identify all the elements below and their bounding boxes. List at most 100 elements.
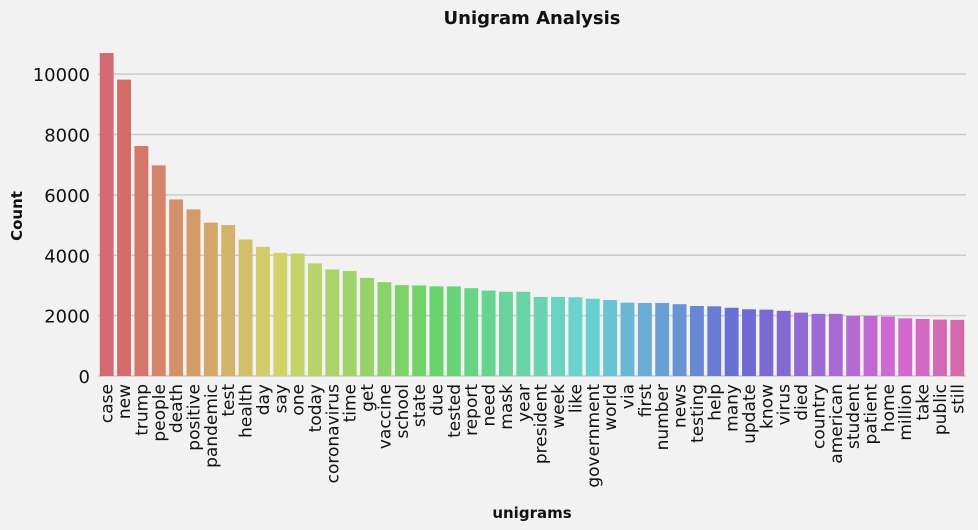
bar-president xyxy=(533,296,548,376)
x-tick-label-case: case xyxy=(98,384,118,423)
y-axis-ticks: 0 2000 4000 6000 8000 10000 xyxy=(33,65,90,388)
bar-need xyxy=(481,290,496,376)
x-tick-label-need: need xyxy=(480,384,500,426)
x-tick-label-update: update xyxy=(740,384,760,444)
x-tick-label-news: news xyxy=(671,384,691,428)
bar-government xyxy=(585,298,600,376)
bar-mask xyxy=(499,291,513,376)
x-tick-label-first: first xyxy=(636,384,656,418)
x-tick-label-government: government xyxy=(584,384,604,488)
x-tick-label-week: week xyxy=(549,384,569,429)
x-tick-label-via: via xyxy=(618,384,638,409)
y-axis-label: Count xyxy=(8,191,26,241)
bar-number xyxy=(655,302,670,376)
x-tick-label-health: health xyxy=(237,384,257,438)
x-tick-label-president: president xyxy=(532,384,552,464)
x-tick-label-take: take xyxy=(914,384,934,421)
bar-trump xyxy=(134,146,149,376)
bar-coronavirus xyxy=(325,269,340,376)
bar-know xyxy=(759,309,774,376)
bar-time xyxy=(342,270,357,376)
x-tick-label-public: public xyxy=(931,384,951,435)
x-tick-label-vaccine: vaccine xyxy=(375,384,395,449)
y-tick-label: 6000 xyxy=(44,186,90,207)
x-tick-label-coronavirus: coronavirus xyxy=(323,384,343,484)
x-tick-label-patient: patient xyxy=(862,384,882,445)
x-tick-label-still: still xyxy=(948,384,968,414)
x-tick-label-state: state xyxy=(410,384,430,427)
bar-death xyxy=(169,199,184,376)
bar-new xyxy=(117,79,131,376)
x-tick-label-died: died xyxy=(792,384,812,421)
x-tick-label-school: school xyxy=(393,384,413,439)
x-tick-label-death: death xyxy=(167,384,187,433)
bar-test xyxy=(221,225,236,376)
bars xyxy=(99,53,965,377)
x-axis-label: unigrams xyxy=(492,504,571,522)
bar-world xyxy=(603,299,618,376)
bar-country xyxy=(811,313,826,376)
x-tick-label-people: people xyxy=(150,384,170,442)
x-tick-label-help: help xyxy=(705,384,725,421)
x-tick-label-day: day xyxy=(254,384,274,415)
x-tick-label-report: report xyxy=(462,384,482,436)
bar-died xyxy=(794,312,809,376)
bar-news xyxy=(672,304,687,376)
bar-year xyxy=(516,291,531,376)
chart-title: Unigram Analysis xyxy=(444,8,621,29)
y-tick-label: 0 xyxy=(79,367,90,388)
x-tick-label-due: due xyxy=(428,384,448,416)
bar-home xyxy=(880,316,895,376)
x-tick-label-year: year xyxy=(514,384,534,422)
x-tick-label-million: million xyxy=(896,384,916,441)
x-tick-label-today: today xyxy=(306,384,326,432)
x-tick-label-trump: trump xyxy=(132,384,152,436)
bar-due xyxy=(429,286,444,376)
bar-help xyxy=(707,306,722,376)
bar-state xyxy=(412,285,427,376)
bar-testing xyxy=(689,305,704,376)
x-tick-label-time: time xyxy=(341,384,361,422)
x-tick-label-student: student xyxy=(844,384,864,449)
bar-report xyxy=(464,288,479,376)
x-tick-label-world: world xyxy=(601,384,621,431)
bar-health xyxy=(238,239,253,376)
x-tick-label-get: get xyxy=(358,384,378,412)
bar-update xyxy=(742,309,756,376)
x-tick-label-say: say xyxy=(271,384,291,413)
bar-pandemic xyxy=(203,222,218,376)
bar-virus xyxy=(776,310,791,376)
bar-million xyxy=(898,318,913,376)
x-tick-label-american: american xyxy=(827,384,847,464)
x-tick-label-mask: mask xyxy=(497,384,517,430)
x-tick-label-test: test xyxy=(219,384,239,417)
bar-one xyxy=(290,253,305,376)
x-tick-label-country: country xyxy=(809,384,829,449)
bar-say xyxy=(273,252,288,376)
x-tick-label-number: number xyxy=(653,384,673,450)
x-tick-label-virus: virus xyxy=(775,384,795,426)
x-tick-label-new: new xyxy=(115,384,135,419)
bar-patient xyxy=(863,315,878,376)
bar-day xyxy=(255,246,270,376)
bar-many xyxy=(724,307,739,376)
bar-american xyxy=(828,313,843,376)
x-tick-label-many: many xyxy=(723,384,743,432)
y-tick-label: 2000 xyxy=(44,307,90,328)
bar-tested xyxy=(446,286,461,376)
x-tick-label-tested: tested xyxy=(445,384,465,438)
bar-case xyxy=(99,53,114,377)
x-tick-label-one: one xyxy=(289,384,309,416)
bar-people xyxy=(151,165,166,376)
bar-public xyxy=(933,319,947,376)
y-tick-label: 10000 xyxy=(33,65,90,86)
bar-positive xyxy=(186,209,201,376)
bar-first xyxy=(637,302,652,376)
y-tick-label: 4000 xyxy=(44,246,90,267)
x-tick-label-positive: positive xyxy=(184,384,204,451)
bar-student xyxy=(846,315,861,376)
bar-school xyxy=(394,285,409,376)
x-tick-label-testing: testing xyxy=(688,384,708,443)
y-tick-label: 8000 xyxy=(44,126,90,147)
